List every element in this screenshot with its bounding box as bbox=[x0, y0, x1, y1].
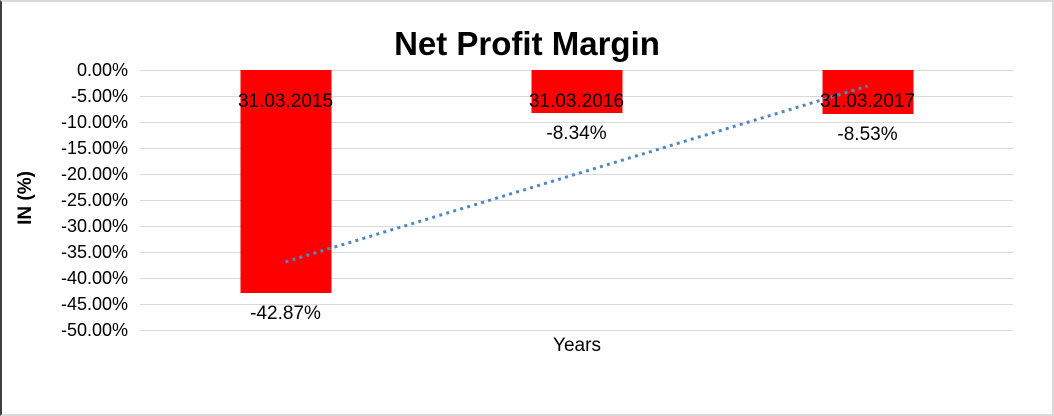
gridline bbox=[140, 278, 1013, 279]
y-tick-label: 0.00% bbox=[76, 60, 128, 80]
y-tick-label: -45.00% bbox=[60, 294, 128, 314]
y-tick-label: -20.00% bbox=[60, 164, 128, 184]
category-label: 31.03.2015 bbox=[237, 91, 334, 112]
chart-title: Net Profit Margin bbox=[394, 25, 660, 62]
y-tick-label: -35.00% bbox=[60, 242, 128, 262]
category-label: 31.03.2016 bbox=[528, 91, 625, 112]
y-tick-label: -10.00% bbox=[60, 112, 128, 132]
data-label: -8.34% bbox=[546, 123, 607, 145]
y-tick-label: -50.00% bbox=[60, 320, 128, 340]
x-axis-title: Years bbox=[553, 335, 601, 356]
y-tick-label: -40.00% bbox=[60, 268, 128, 288]
y-tick-label: -5.00% bbox=[70, 86, 128, 106]
gridline bbox=[140, 304, 1013, 305]
gridline bbox=[140, 330, 1013, 331]
data-label: -8.53% bbox=[837, 124, 898, 146]
y-tick-label: -30.00% bbox=[60, 216, 128, 236]
y-tick-label: -25.00% bbox=[60, 190, 128, 210]
y-tick-label: -15.00% bbox=[60, 138, 128, 158]
category-label: 31.03.2017 bbox=[819, 91, 916, 112]
data-label: -42.87% bbox=[250, 302, 321, 324]
